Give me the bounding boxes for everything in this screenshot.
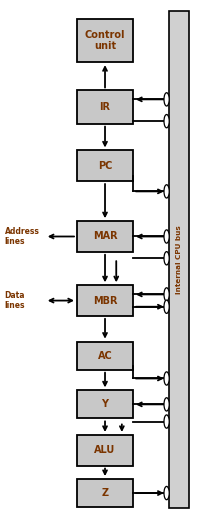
Circle shape — [164, 372, 169, 385]
Bar — [169, 11, 189, 508]
Text: ALU: ALU — [94, 445, 116, 455]
Text: MAR: MAR — [93, 231, 117, 242]
Circle shape — [164, 398, 169, 411]
Circle shape — [164, 288, 169, 301]
Bar — [77, 479, 133, 507]
Circle shape — [164, 93, 169, 106]
Circle shape — [164, 252, 169, 265]
Text: Data
lines: Data lines — [5, 291, 25, 310]
Text: MBR: MBR — [93, 296, 117, 305]
Text: Address
lines: Address lines — [5, 227, 40, 246]
Bar — [77, 151, 133, 181]
Text: Z: Z — [101, 488, 108, 498]
Circle shape — [164, 115, 169, 128]
Bar — [77, 342, 133, 370]
Bar — [77, 435, 133, 466]
Bar — [77, 19, 133, 62]
Text: Internal CPU bus: Internal CPU bus — [176, 225, 182, 294]
Circle shape — [164, 415, 169, 428]
Bar — [77, 221, 133, 252]
Bar — [77, 90, 133, 124]
Bar — [77, 390, 133, 418]
Bar — [77, 285, 133, 316]
Circle shape — [164, 486, 169, 500]
Circle shape — [164, 300, 169, 314]
Circle shape — [164, 185, 169, 198]
Text: PC: PC — [98, 161, 112, 171]
Text: Control
unit: Control unit — [85, 30, 125, 51]
Circle shape — [164, 230, 169, 243]
Text: AC: AC — [98, 351, 112, 361]
Text: IR: IR — [100, 102, 110, 112]
Text: Y: Y — [102, 399, 108, 409]
